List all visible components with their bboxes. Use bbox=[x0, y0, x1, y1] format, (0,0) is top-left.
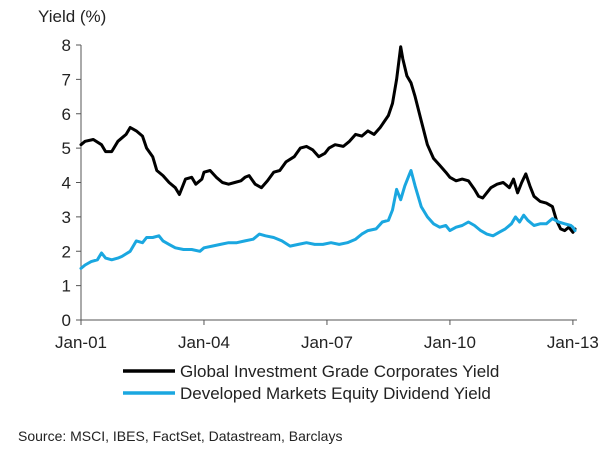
y-tick-label-6: 6 bbox=[62, 105, 71, 124]
x-tick-label-Jan-13: Jan-13 bbox=[547, 333, 599, 352]
y-tick-label-3: 3 bbox=[62, 208, 71, 227]
y-tick-label-1: 1 bbox=[62, 277, 71, 296]
y-tick-label-2: 2 bbox=[62, 242, 71, 261]
y-tick-label-5: 5 bbox=[62, 139, 71, 158]
y-tick-label-7: 7 bbox=[62, 70, 71, 89]
x-tick-label-Jan-07: Jan-07 bbox=[301, 333, 353, 352]
legend-label-corporates: Global Investment Grade Corporates Yield bbox=[180, 362, 499, 381]
x-tick-label-Jan-01: Jan-01 bbox=[55, 333, 107, 352]
y-tick-label-4: 4 bbox=[62, 174, 71, 193]
series-line-dividend bbox=[79, 169, 577, 270]
series-line-corporates bbox=[79, 45, 577, 234]
series-lines bbox=[79, 45, 577, 270]
legend: Global Investment Grade Corporates Yield… bbox=[123, 362, 499, 403]
legend-label-dividend: Developed Markets Equity Dividend Yield bbox=[180, 384, 491, 403]
y-tick-label-0: 0 bbox=[62, 311, 71, 330]
x-tick-label-Jan-04: Jan-04 bbox=[178, 333, 230, 352]
y-tick-label-8: 8 bbox=[62, 36, 71, 55]
y-axis-label: Yield (%) bbox=[38, 7, 106, 26]
y-axis-ticks: 0 1 2 3 4 5 6 7 8 bbox=[62, 36, 81, 330]
x-axis-ticks: Jan-01 Jan-04 Jan-07 Jan-10 Jan-13 bbox=[55, 320, 599, 352]
x-tick-label-Jan-10: Jan-10 bbox=[424, 333, 476, 352]
source-note: Source: MSCI, IBES, FactSet, Datastream,… bbox=[18, 428, 343, 444]
